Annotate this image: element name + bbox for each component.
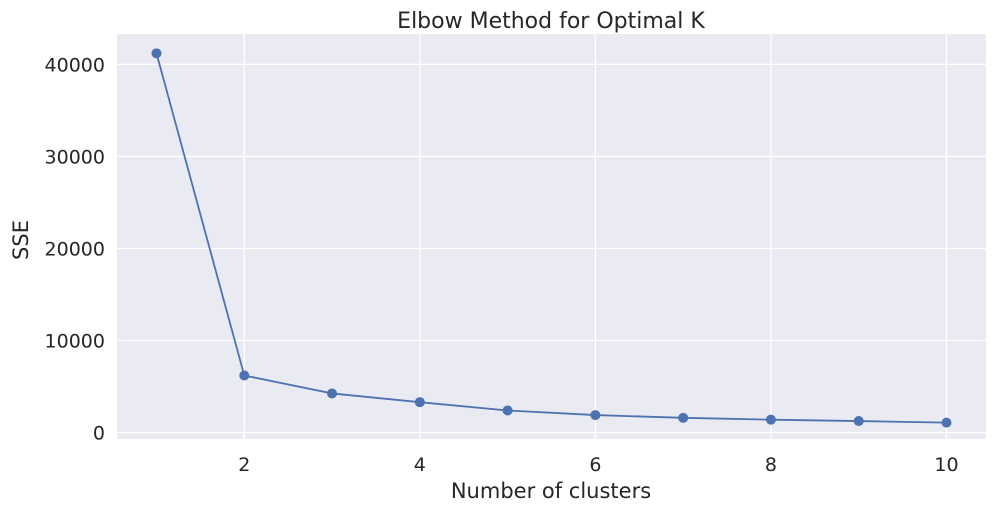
series-layer xyxy=(151,48,952,428)
x-tick-label: 8 xyxy=(765,454,777,476)
plot-area xyxy=(117,34,986,439)
x-tick-label: 4 xyxy=(414,454,426,476)
data-point xyxy=(941,417,952,428)
y-tick-label: 30000 xyxy=(45,146,105,168)
y-tick-label: 40000 xyxy=(45,54,105,76)
data-point xyxy=(502,405,513,416)
data-point xyxy=(414,397,425,408)
x-axis-label: Number of clusters xyxy=(451,479,651,503)
data-point xyxy=(853,416,864,427)
y-tick-label: 0 xyxy=(93,423,105,445)
x-tick-label: 2 xyxy=(238,454,250,476)
y-tick-labels: 0 10000 20000 30000 40000 xyxy=(45,54,105,444)
x-tick-label: 10 xyxy=(934,454,958,476)
x-tick-label: 6 xyxy=(589,454,601,476)
y-axis-label: SSE xyxy=(9,220,33,260)
data-point xyxy=(678,412,689,423)
y-gridlines xyxy=(117,63,986,434)
data-point xyxy=(765,414,776,425)
data-point xyxy=(590,410,601,421)
data-point xyxy=(327,388,338,399)
x-tick-labels: 2 4 6 8 10 xyxy=(238,454,958,476)
series-line xyxy=(155,53,947,424)
data-point xyxy=(239,370,250,381)
chart-title: Elbow Method for Optimal K xyxy=(397,9,705,34)
data-point xyxy=(151,48,162,59)
y-tick-label: 10000 xyxy=(45,331,105,353)
y-tick-label: 20000 xyxy=(45,238,105,260)
